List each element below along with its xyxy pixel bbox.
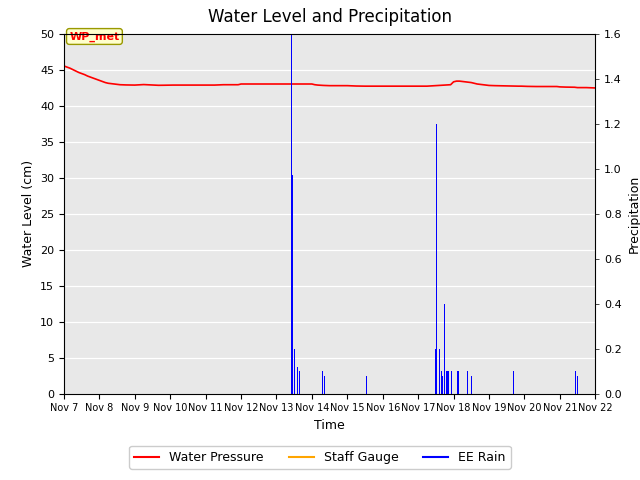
Water Pressure [314, 82, 322, 88]
Bar [291, 34, 292, 394]
Y-axis label: Water Level (cm): Water Level (cm) [22, 160, 35, 267]
Water Pressure [591, 85, 599, 91]
Bar [442, 375, 444, 394]
Bar [575, 371, 576, 394]
Bar [435, 348, 436, 394]
Y-axis label: Precipitation: Precipitation [628, 174, 640, 253]
Bar [577, 375, 578, 394]
Text: WP_met: WP_met [69, 31, 120, 42]
Water Pressure [140, 82, 147, 87]
Bar [471, 375, 472, 394]
Bar [294, 348, 295, 394]
Water Pressure [500, 83, 508, 89]
Bar [447, 371, 448, 394]
Title: Water Level and Precipitation: Water Level and Precipitation [207, 9, 452, 26]
Line: Water Pressure: Water Pressure [64, 66, 595, 88]
Bar [441, 371, 442, 394]
Water Pressure [317, 83, 324, 88]
Bar [322, 371, 323, 394]
Bar [299, 371, 300, 394]
Bar [439, 348, 440, 394]
Water Pressure [60, 63, 68, 69]
X-axis label: Time: Time [314, 419, 345, 432]
Bar [467, 371, 468, 394]
Bar [449, 371, 451, 394]
Bar [446, 371, 447, 394]
Bar [513, 371, 514, 394]
Bar [365, 375, 367, 394]
Water Pressure [588, 85, 596, 91]
Bar [458, 371, 459, 394]
Bar [448, 371, 449, 394]
Water Pressure [104, 80, 112, 86]
Legend: Water Pressure, Staff Gauge, EE Rain: Water Pressure, Staff Gauge, EE Rain [129, 446, 511, 469]
Bar [444, 303, 445, 394]
Bar [436, 123, 437, 394]
Bar [457, 371, 458, 394]
Bar [511, 371, 513, 394]
